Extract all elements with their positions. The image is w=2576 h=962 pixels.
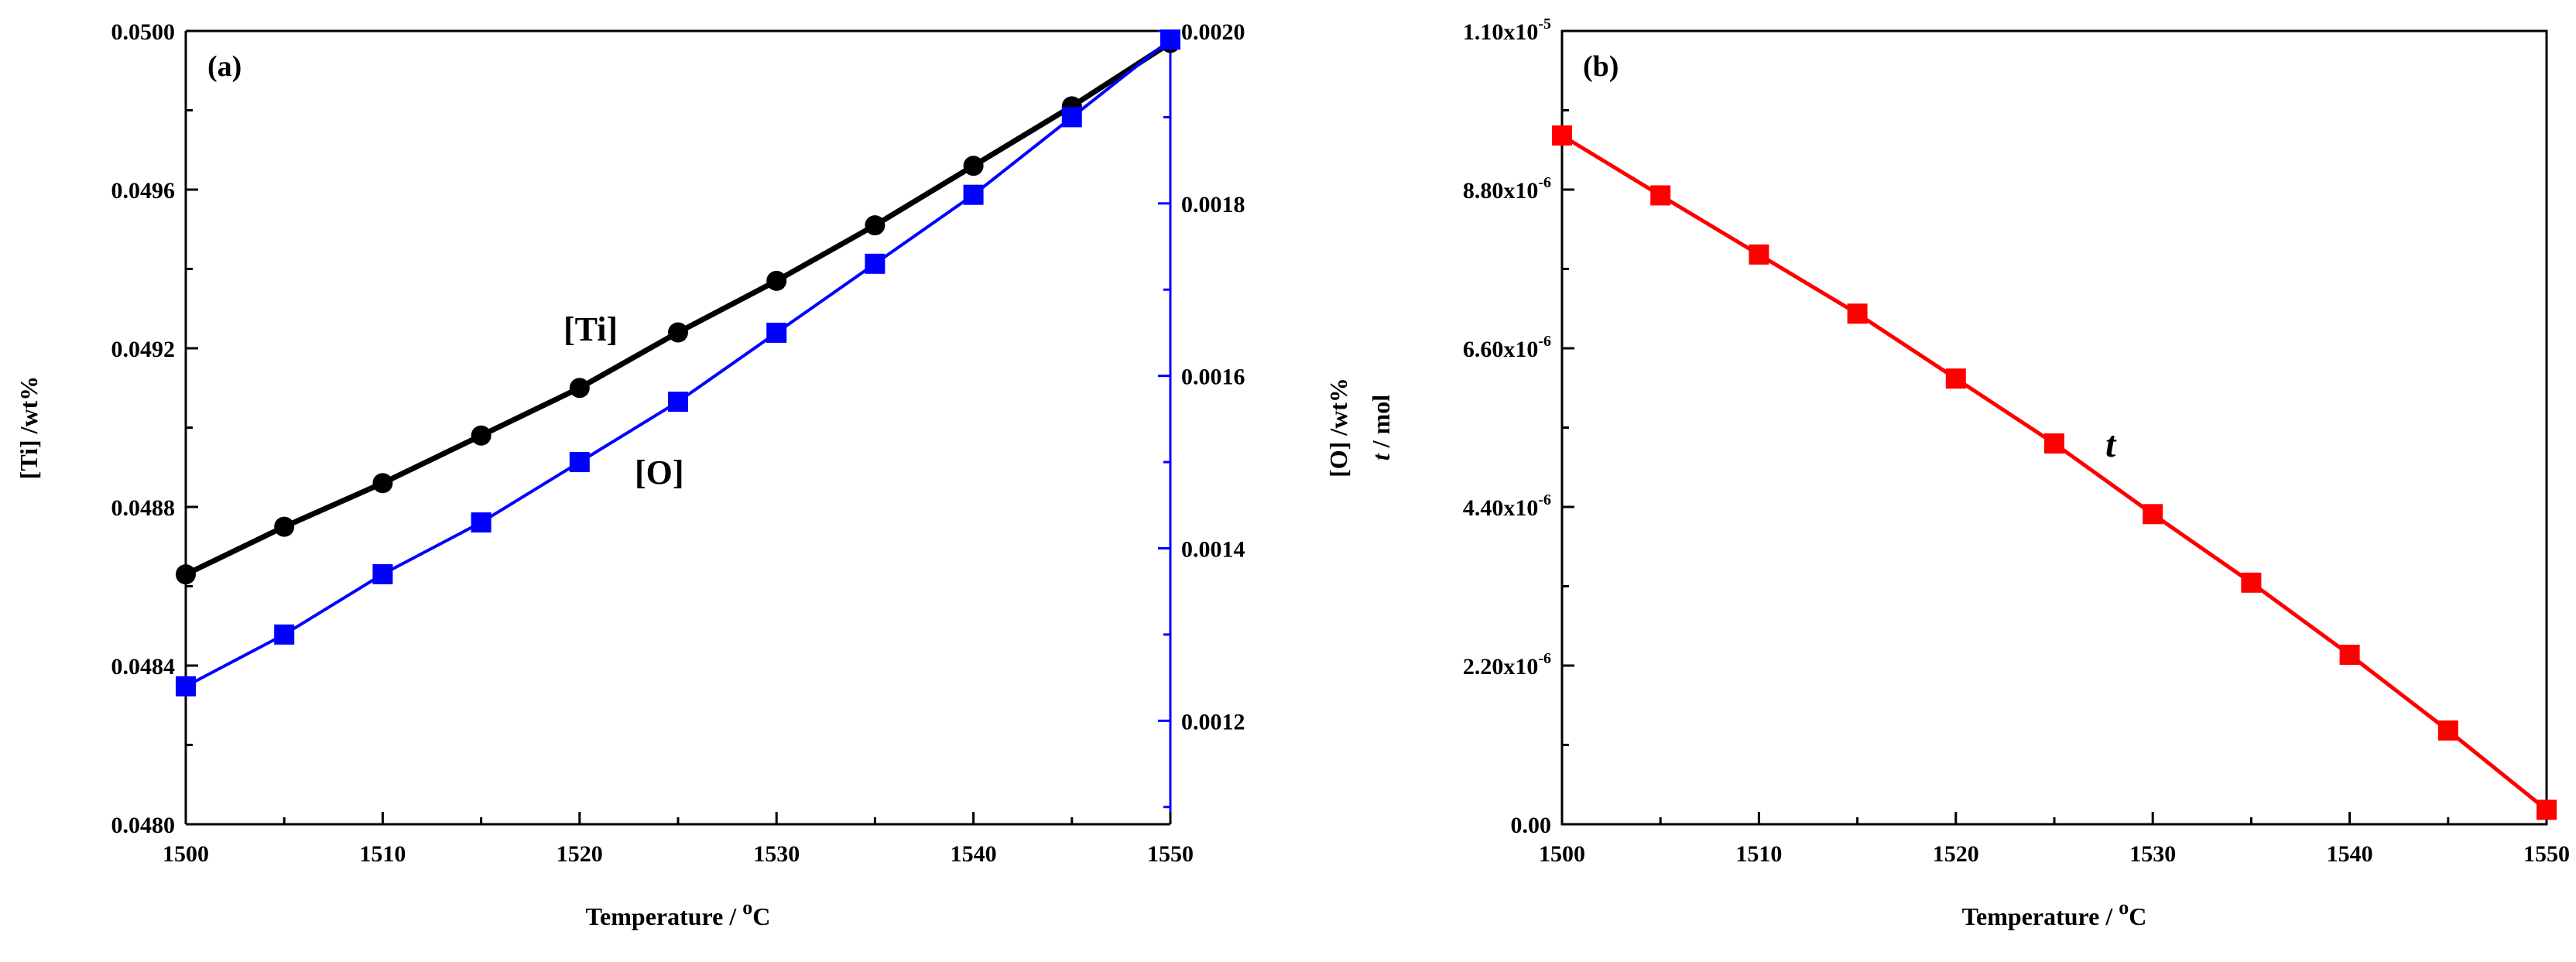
ti-data-point [963,156,984,176]
x-tick-label: 1510 [1735,841,1782,867]
right-y-tick-label: 0.0014 [1181,536,1245,562]
ti-data-point [274,516,295,537]
t-data-point [1552,125,1572,146]
y-tick-label: 4.40x10-6 [1463,491,1551,521]
ti-series-label: [Ti] [564,310,618,348]
ti-data-point [176,564,196,585]
ti-data-point [372,473,393,494]
right-y-tick-label: 0.0020 [1181,19,1245,45]
y-tick-label: 1.10x10-5 [1463,15,1551,45]
x-tick-label: 1550 [2523,841,2570,867]
x-tick-label: 1520 [557,841,603,867]
o-data-point [471,512,492,533]
t-data-point [2241,572,2262,593]
y-tick-label: 8.80x10-6 [1463,174,1551,204]
left-y-tick-label: 0.0500 [111,19,176,45]
o-data-point [176,676,196,697]
x-tick-label: 1530 [753,841,800,867]
x-tick-label: 1540 [2327,841,2373,867]
o-data-point [1061,107,1082,128]
y-axis-title: t / mol [1367,395,1395,460]
ti-data-point [865,215,886,236]
x-axis-title: Temperature / oC [586,896,771,930]
panel-b-chart: 1500 1510 1520 1530 1540 1550 0.00 2.20x10-6 4.4… [1367,15,2570,930]
o-data-point [668,392,688,413]
y-tick-label: 0.00 [1511,813,1552,838]
t-series-line [1560,133,2548,812]
right-y-tick-label: 0.0016 [1181,365,1245,390]
left-y-axis-title: [Ti] /wt% [15,376,43,480]
x-axis-title: Temperature / oC [1962,896,2147,930]
o-data-point [865,253,886,274]
right-y-tick-label: 0.0018 [1181,192,1245,217]
x-tick-label: 1550 [1147,841,1194,867]
panel-a-chart: 1500 1510 1520 1530 1540 1550 0.0480 0.0484 0.04… [15,19,1352,930]
panel-label-b: (b) [1583,50,1619,83]
t-data-point [1847,303,1868,324]
t-data-point [2044,433,2064,454]
ti-data-point [766,270,787,291]
left-y-tick-label: 0.0480 [111,813,176,838]
right-y-axis-title: [O] /wt% [1324,378,1352,478]
o-data-point [963,184,984,205]
t-data-point [1650,185,1671,206]
ti-data-point [569,378,590,399]
t-data-point [2143,504,2163,525]
left-y-tick-label: 0.0492 [111,337,176,362]
left-y-tick-label: 0.0488 [111,495,176,521]
ti-data-point [668,322,688,343]
x-tick-label: 1500 [163,841,209,867]
o-data-point [1160,29,1180,50]
o-data-point [569,452,590,473]
x-tick-label: 1520 [1933,841,1979,867]
left-y-tick-label: 0.0484 [111,654,176,680]
t-series-label: t [2105,424,2117,465]
ti-data-point [471,425,492,446]
o-data-point [766,322,787,343]
t-data-point [2437,720,2458,741]
plot-frame [1560,29,2548,826]
x-tick-label: 1540 [951,841,997,867]
y-tick-label: 6.60x10-6 [1463,333,1551,362]
o-series-label: [O] [635,454,684,491]
t-data-point [1945,368,1966,389]
right-y-tick-label: 0.0012 [1181,709,1245,734]
t-data-point [1749,244,1769,265]
y-tick-label: 2.20x10-6 [1463,650,1551,680]
x-tick-label: 1500 [1539,841,1585,867]
left-y-tick-label: 0.0496 [111,178,176,204]
t-data-point [2537,799,2557,820]
o-data-point [372,563,393,584]
ti-series-line [184,40,1172,577]
o-data-point [274,624,295,645]
x-tick-label: 1510 [359,841,406,867]
x-tick-label: 1530 [2129,841,2176,867]
panel-label-a: (a) [207,50,242,83]
t-data-point [2339,645,2360,666]
